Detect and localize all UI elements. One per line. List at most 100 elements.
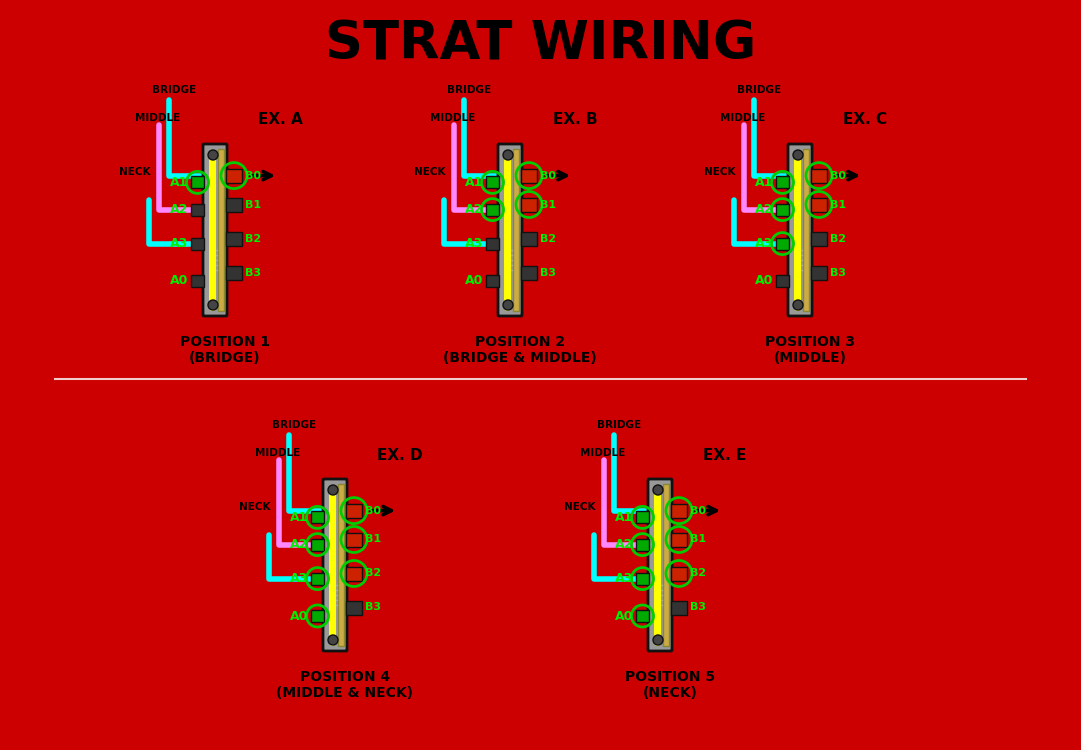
Text: B0: B0: [690, 506, 706, 515]
Text: BRIDGE: BRIDGE: [448, 85, 491, 95]
Circle shape: [328, 485, 338, 495]
Text: A3: A3: [465, 237, 483, 250]
Bar: [191, 238, 204, 250]
Text: NECK: NECK: [239, 502, 270, 512]
Text: B2: B2: [830, 233, 846, 244]
Text: A3: A3: [615, 572, 633, 585]
Circle shape: [208, 150, 218, 160]
Text: A0: A0: [615, 610, 633, 622]
Bar: [311, 572, 324, 584]
Text: B0: B0: [245, 170, 261, 181]
Text: B0: B0: [540, 170, 556, 181]
Circle shape: [653, 635, 663, 645]
Circle shape: [503, 150, 513, 160]
Bar: [338, 484, 344, 646]
Text: B1: B1: [365, 535, 382, 544]
Bar: [671, 601, 688, 614]
Text: B3: B3: [245, 268, 261, 278]
Bar: [521, 169, 537, 182]
Text: MIDDLE: MIDDLE: [255, 448, 301, 458]
Bar: [776, 238, 789, 250]
Bar: [803, 149, 809, 311]
Text: MIDDLE: MIDDLE: [720, 113, 765, 123]
Text: B0: B0: [365, 506, 381, 515]
Bar: [513, 149, 519, 311]
Text: NECK: NECK: [564, 502, 596, 512]
Text: B3: B3: [540, 268, 556, 278]
Bar: [311, 610, 324, 622]
Text: B3: B3: [365, 602, 381, 613]
Text: POSITION 3
(MIDDLE): POSITION 3 (MIDDLE): [765, 335, 855, 365]
Bar: [346, 532, 362, 547]
Bar: [218, 149, 224, 311]
Text: A2: A2: [465, 203, 483, 216]
Text: EX. D: EX. D: [377, 448, 423, 463]
Text: B1: B1: [245, 200, 262, 209]
Circle shape: [653, 485, 663, 495]
Bar: [811, 169, 827, 182]
Bar: [521, 197, 537, 211]
Text: NECK: NECK: [704, 167, 735, 177]
Bar: [226, 266, 242, 280]
Text: EX. A: EX. A: [257, 112, 303, 128]
Text: B0: B0: [830, 170, 846, 181]
Text: B1: B1: [830, 200, 846, 209]
Bar: [486, 238, 499, 250]
Bar: [811, 232, 827, 245]
Text: B2: B2: [245, 233, 262, 244]
FancyBboxPatch shape: [203, 144, 227, 316]
Text: B1: B1: [540, 200, 556, 209]
Bar: [521, 232, 537, 245]
Text: BRIDGE: BRIDGE: [737, 85, 782, 95]
Bar: [521, 266, 537, 280]
Text: A2: A2: [615, 538, 633, 551]
Text: BRIDGE: BRIDGE: [152, 85, 196, 95]
Text: MIDDLE: MIDDLE: [135, 113, 181, 123]
Text: POSITION 4
(MIDDLE & NECK): POSITION 4 (MIDDLE & NECK): [277, 670, 414, 700]
Text: A3: A3: [170, 237, 188, 250]
Text: POSITION 2
(BRIDGE & MIDDLE): POSITION 2 (BRIDGE & MIDDLE): [443, 335, 597, 365]
Text: A1: A1: [170, 176, 188, 189]
Text: EX. B: EX. B: [552, 112, 598, 128]
Circle shape: [208, 300, 218, 310]
Text: A0: A0: [755, 274, 773, 287]
Text: A3: A3: [290, 572, 308, 585]
Text: MIDDLE: MIDDLE: [430, 113, 476, 123]
Bar: [811, 266, 827, 280]
Text: A0: A0: [290, 610, 308, 622]
Bar: [663, 484, 669, 646]
Bar: [486, 275, 499, 287]
Circle shape: [328, 635, 338, 645]
Text: A1: A1: [290, 511, 308, 524]
Bar: [226, 169, 242, 182]
Text: A3: A3: [755, 237, 773, 250]
Text: POSITION 5
(NECK): POSITION 5 (NECK): [625, 670, 715, 700]
FancyBboxPatch shape: [323, 479, 347, 651]
Bar: [776, 176, 789, 188]
Bar: [346, 566, 362, 580]
Circle shape: [793, 300, 803, 310]
Bar: [776, 203, 789, 215]
Bar: [636, 610, 649, 622]
Text: B2: B2: [540, 233, 556, 244]
Text: BRIDGE: BRIDGE: [272, 420, 316, 430]
Text: NECK: NECK: [119, 167, 150, 177]
FancyBboxPatch shape: [498, 144, 522, 316]
Text: A2: A2: [755, 203, 773, 216]
Text: B1: B1: [690, 535, 706, 544]
FancyBboxPatch shape: [648, 479, 672, 651]
Circle shape: [503, 300, 513, 310]
Text: MIDDLE: MIDDLE: [580, 448, 625, 458]
Bar: [636, 572, 649, 584]
Bar: [636, 538, 649, 550]
Text: B3: B3: [690, 602, 706, 613]
Bar: [191, 176, 204, 188]
Text: B2: B2: [365, 568, 382, 578]
Text: NECK: NECK: [414, 167, 445, 177]
Text: BRIDGE: BRIDGE: [597, 420, 641, 430]
FancyBboxPatch shape: [788, 144, 812, 316]
Circle shape: [793, 150, 803, 160]
Text: A1: A1: [755, 176, 773, 189]
Text: A1: A1: [615, 511, 633, 524]
Bar: [346, 601, 362, 614]
